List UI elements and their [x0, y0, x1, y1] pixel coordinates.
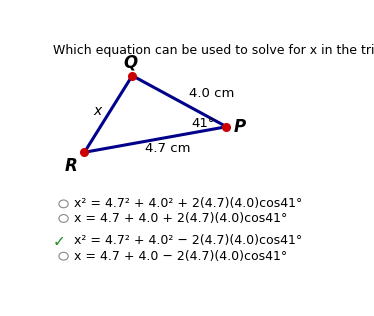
Text: 4.0 cm: 4.0 cm: [189, 88, 234, 100]
Text: Which equation can be used to solve for x in the triangle below?: Which equation can be used to solve for …: [52, 44, 374, 57]
Text: x = 4.7 + 4.0 + 2(4.7)(4.0)cos41°: x = 4.7 + 4.0 + 2(4.7)(4.0)cos41°: [74, 212, 288, 225]
Text: x² = 4.7² + 4.0² + 2(4.7)(4.0)cos41°: x² = 4.7² + 4.0² + 2(4.7)(4.0)cos41°: [74, 198, 303, 210]
Text: x: x: [94, 104, 102, 118]
Text: x² = 4.7² + 4.0² − 2(4.7)(4.0)cos41°: x² = 4.7² + 4.0² − 2(4.7)(4.0)cos41°: [74, 234, 303, 247]
Text: P: P: [233, 118, 246, 136]
Text: ✓: ✓: [53, 234, 65, 249]
Text: 4.7 cm: 4.7 cm: [145, 142, 191, 155]
Text: Q: Q: [124, 53, 138, 71]
Text: x = 4.7 + 4.0 − 2(4.7)(4.0)cos41°: x = 4.7 + 4.0 − 2(4.7)(4.0)cos41°: [74, 250, 288, 263]
Text: 41°: 41°: [191, 117, 215, 130]
Text: R: R: [65, 157, 78, 175]
